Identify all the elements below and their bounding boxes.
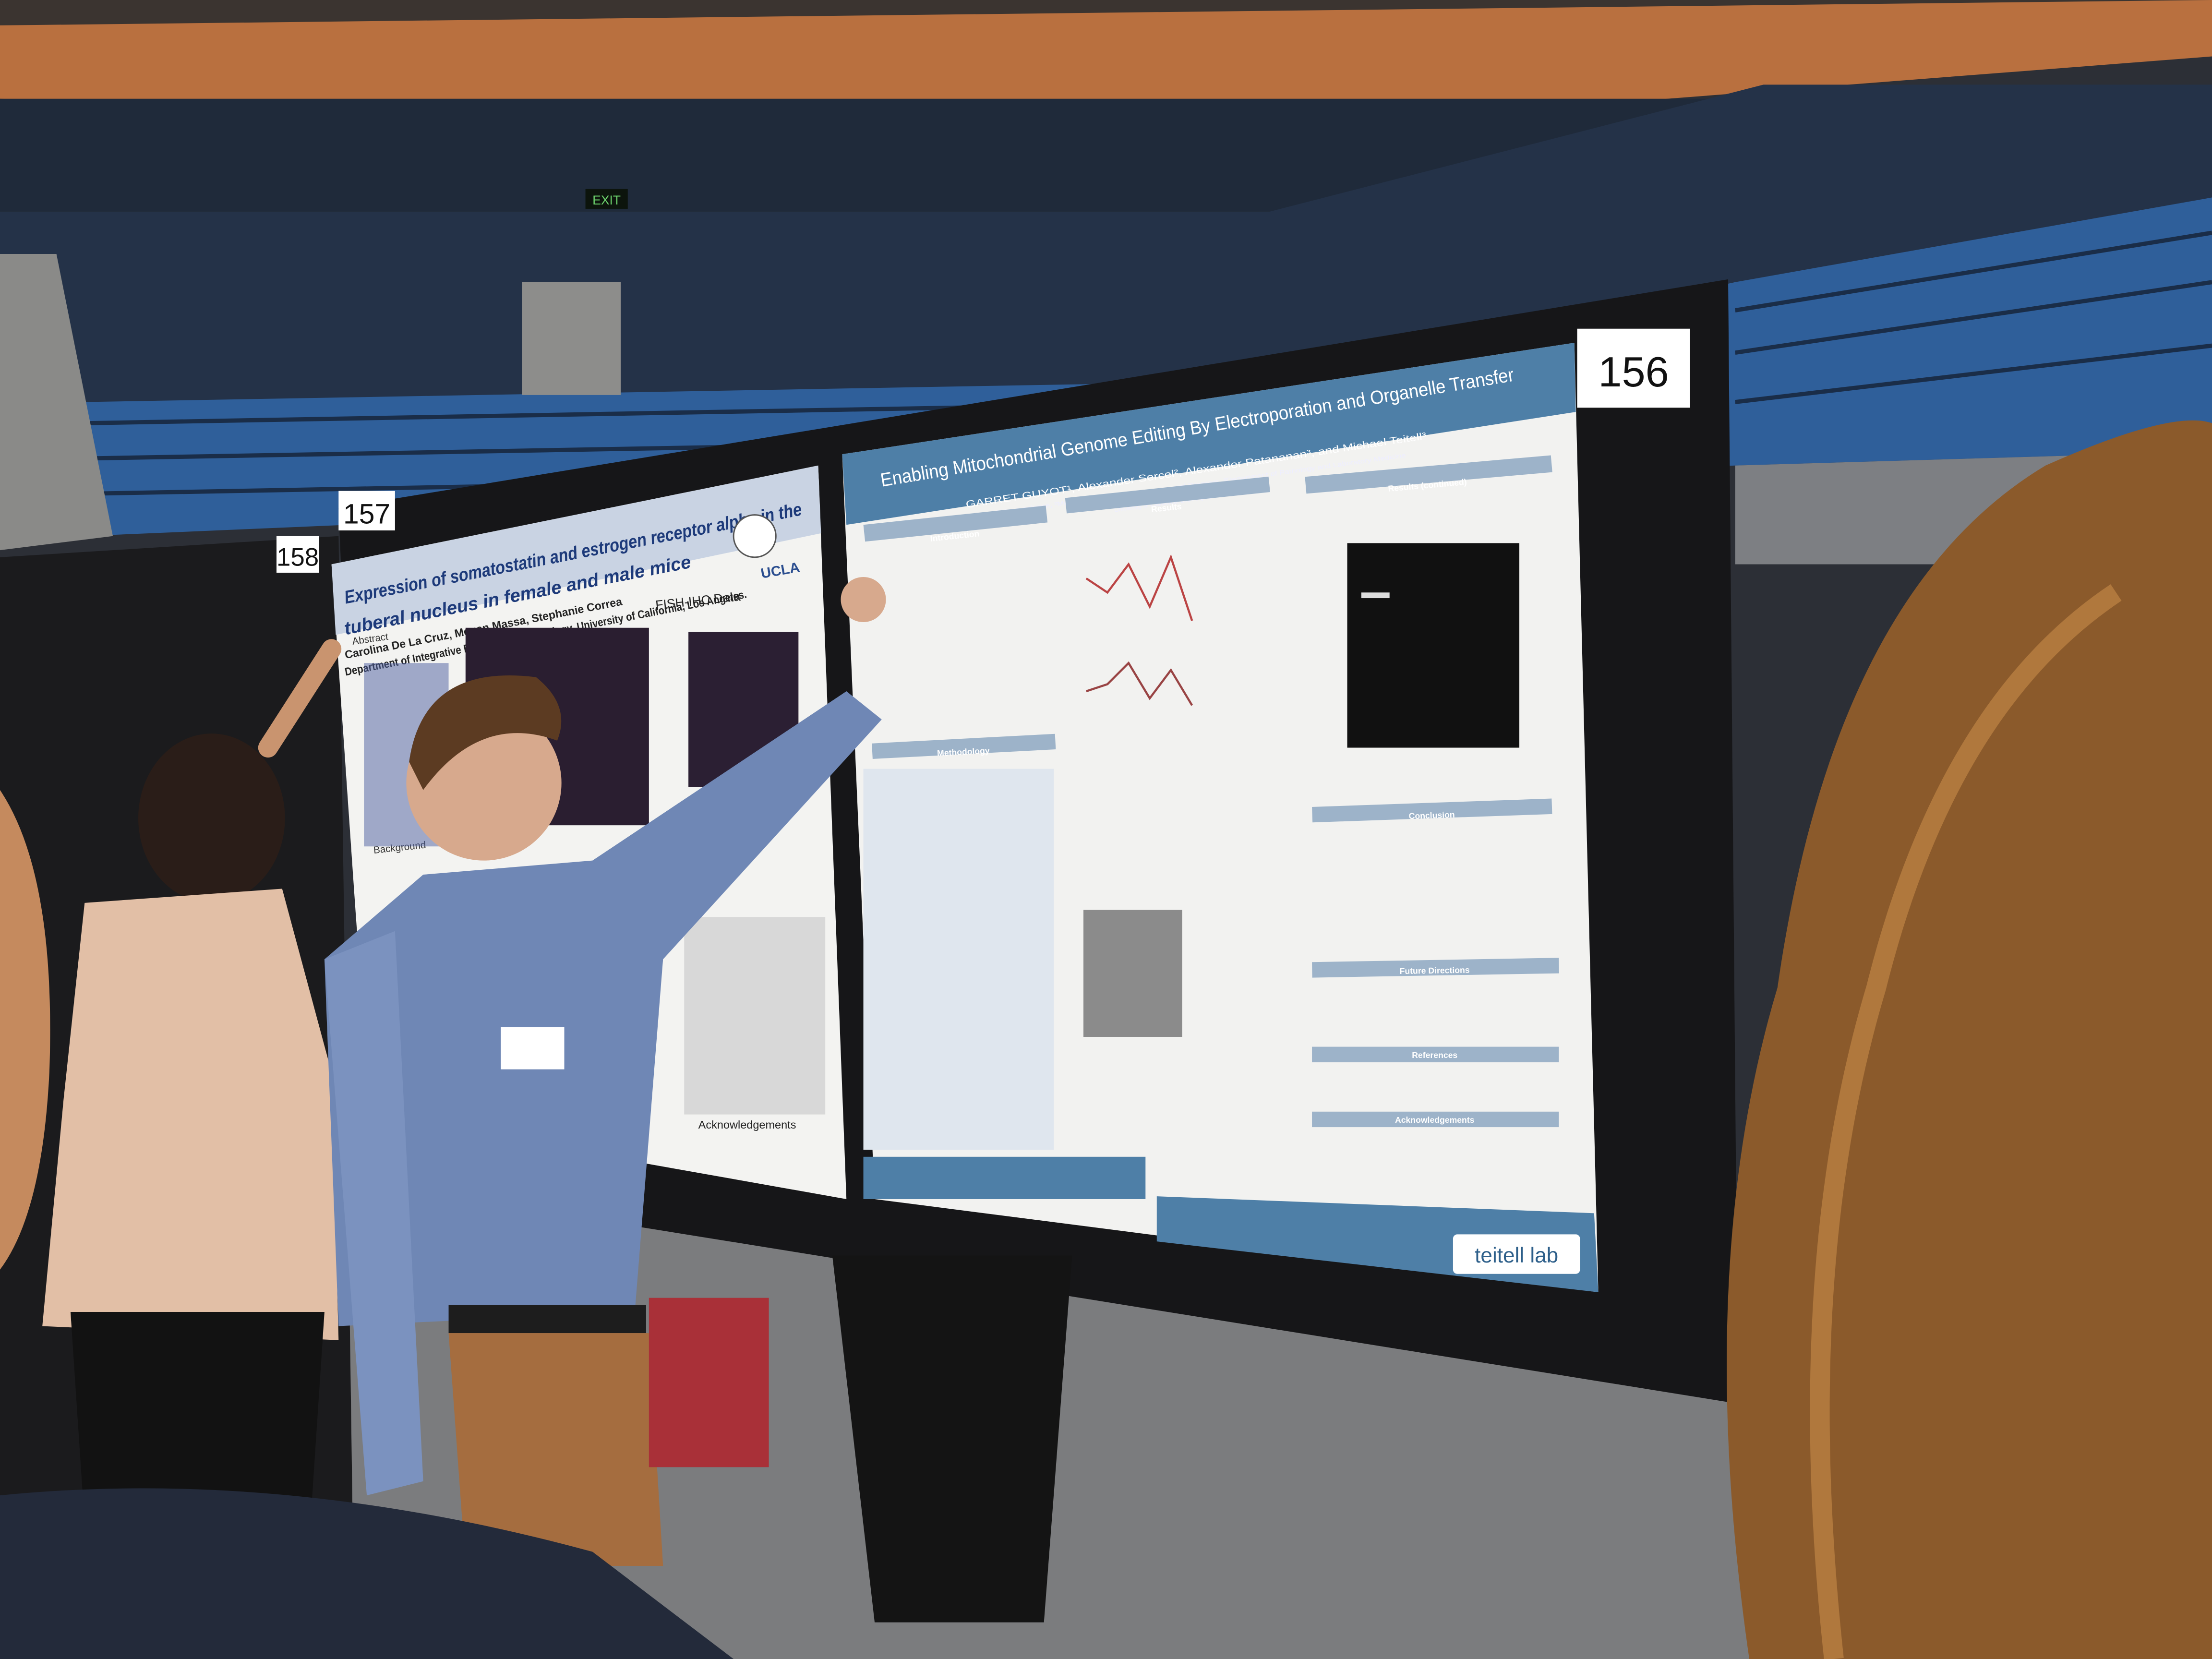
section-heading: Acknowledgements: [698, 1118, 796, 1131]
exit-text: EXIT: [592, 193, 621, 207]
exit-sign: [585, 189, 628, 209]
section-heading: Acknowledgements: [1395, 1115, 1475, 1125]
gel-image: [1347, 543, 1520, 748]
stairs: [0, 253, 113, 551]
colony-image: [1083, 910, 1182, 1037]
hair: [409, 675, 562, 790]
arm: [258, 639, 342, 758]
pants: [70, 1312, 325, 1524]
methodology-figure: [863, 769, 1054, 1150]
plot-line: [1086, 661, 1193, 706]
section-heading: Future Directions: [1400, 965, 1470, 976]
seat-row: [1734, 230, 2212, 313]
board-number-card: [338, 491, 395, 530]
poster-header: [842, 343, 1576, 525]
text-column: [684, 917, 826, 1115]
section-bar: [1312, 958, 1559, 978]
foreground-hair: [1727, 420, 2212, 1659]
section-heading: References: [1412, 1050, 1457, 1060]
gel-band: [1361, 592, 1390, 599]
lab-logo-box: [1453, 1234, 1580, 1274]
poster-footer: [863, 1156, 1146, 1199]
section-heading: Conclusion: [1408, 810, 1455, 821]
section-bar: [863, 505, 1048, 542]
lab-logo: teitell lab: [1475, 1244, 1558, 1267]
belt: [448, 1305, 646, 1334]
section-bar: [1312, 1111, 1559, 1128]
board-number: 156: [1599, 348, 1669, 396]
foreground-face-edge: [0, 790, 50, 1270]
tote-bag: [649, 1298, 769, 1467]
section-bar: [1312, 798, 1552, 823]
person-legs: [832, 1255, 1072, 1623]
section-bars: [863, 455, 1559, 1128]
board-number-card: [1577, 328, 1690, 408]
poster-header: [331, 465, 821, 635]
board-number: 157: [343, 498, 390, 529]
name-tag: [501, 1027, 565, 1070]
jacket: [42, 889, 339, 1340]
hair-highlight: [1810, 584, 2122, 1659]
section-bar: [1065, 476, 1270, 514]
hair: [138, 733, 285, 903]
plot-line: [1085, 554, 1193, 621]
arm: [324, 931, 423, 1496]
hand: [841, 577, 886, 622]
stairs: [522, 282, 621, 395]
board-number: 158: [276, 543, 319, 571]
board-number-card: [276, 536, 319, 573]
pants: [448, 1333, 663, 1566]
seat-row: [1735, 280, 2212, 355]
plaid-shirt: [324, 691, 882, 1326]
section-bar: [1305, 455, 1552, 494]
seal: [733, 514, 777, 558]
foreground-shoulder: [0, 1488, 734, 1659]
seat-row: [1735, 343, 2212, 404]
section-bar: [1312, 1046, 1559, 1062]
section-bar: [872, 733, 1056, 759]
